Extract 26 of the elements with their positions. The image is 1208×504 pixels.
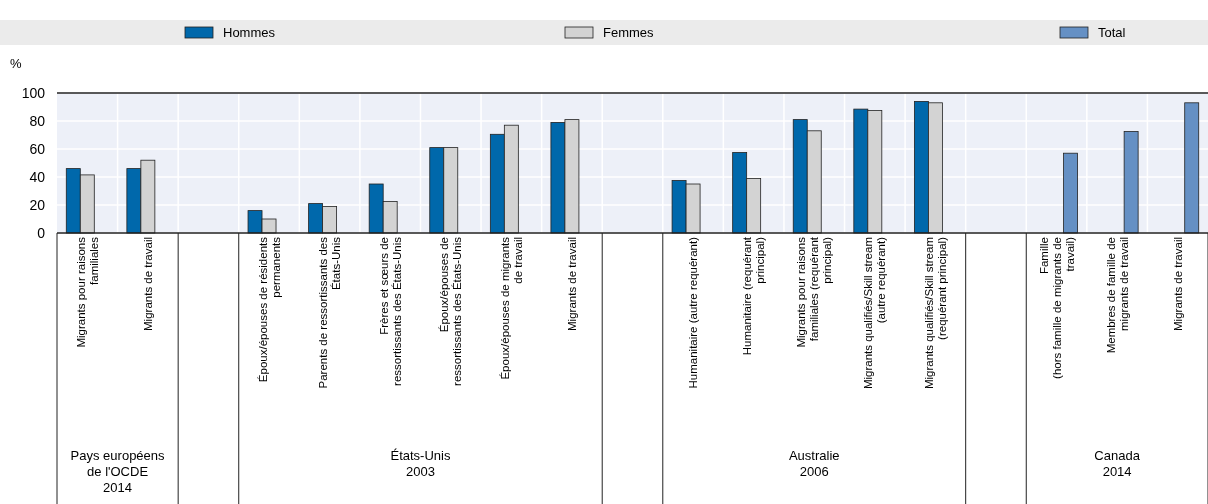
x-tick-label: Migrants qualifiés/Skill stream (requérant principal) [922, 236, 948, 390]
y-tick-label: 40 [29, 169, 46, 185]
y-tick-label: 80 [29, 113, 46, 129]
x-tick-label: Migrants de travail [565, 237, 578, 331]
legend-label: Total [1098, 25, 1126, 40]
legend-label: Femmes [603, 25, 655, 40]
x-tick-label: Migrants de travail [1171, 237, 1184, 331]
x-tick-label: Humanitaire (autre requérant) [687, 236, 700, 389]
y-axis-title: % [10, 56, 22, 71]
x-tick-label: Famille (hors famille de migrants de travail) [1037, 236, 1076, 379]
x-tick-label: Migrants qualifiés/Skill stream (autre requérant) [862, 236, 888, 390]
x-tick-label: Humanitaire (requérant principal) [741, 236, 767, 356]
text: Pays européens de l'OCDE 2014 [70, 448, 166, 495]
x-tick-label: Migrants pour raisons familiales (requérant principal) [795, 236, 834, 348]
text: États-Unis 2003 [390, 448, 451, 479]
legend-label: Hommes [223, 25, 276, 40]
y-tick-label: 20 [29, 197, 46, 213]
y-tick-label: 60 [29, 141, 46, 157]
x-tick-label: Époux/épouses de migrants de travail [498, 236, 524, 380]
text: Canada 2014 [1094, 448, 1141, 479]
x-tick-label: Époux/épouses de résidents permanents [256, 236, 282, 383]
text: Australie 2006 [788, 448, 840, 479]
x-tick-label: Migrants de travail [141, 237, 154, 331]
y-tick-label: 100 [21, 85, 46, 101]
x-tick-label: Migrants pour raisons familiales [74, 236, 100, 348]
y-tick-label: 0 [37, 225, 46, 241]
